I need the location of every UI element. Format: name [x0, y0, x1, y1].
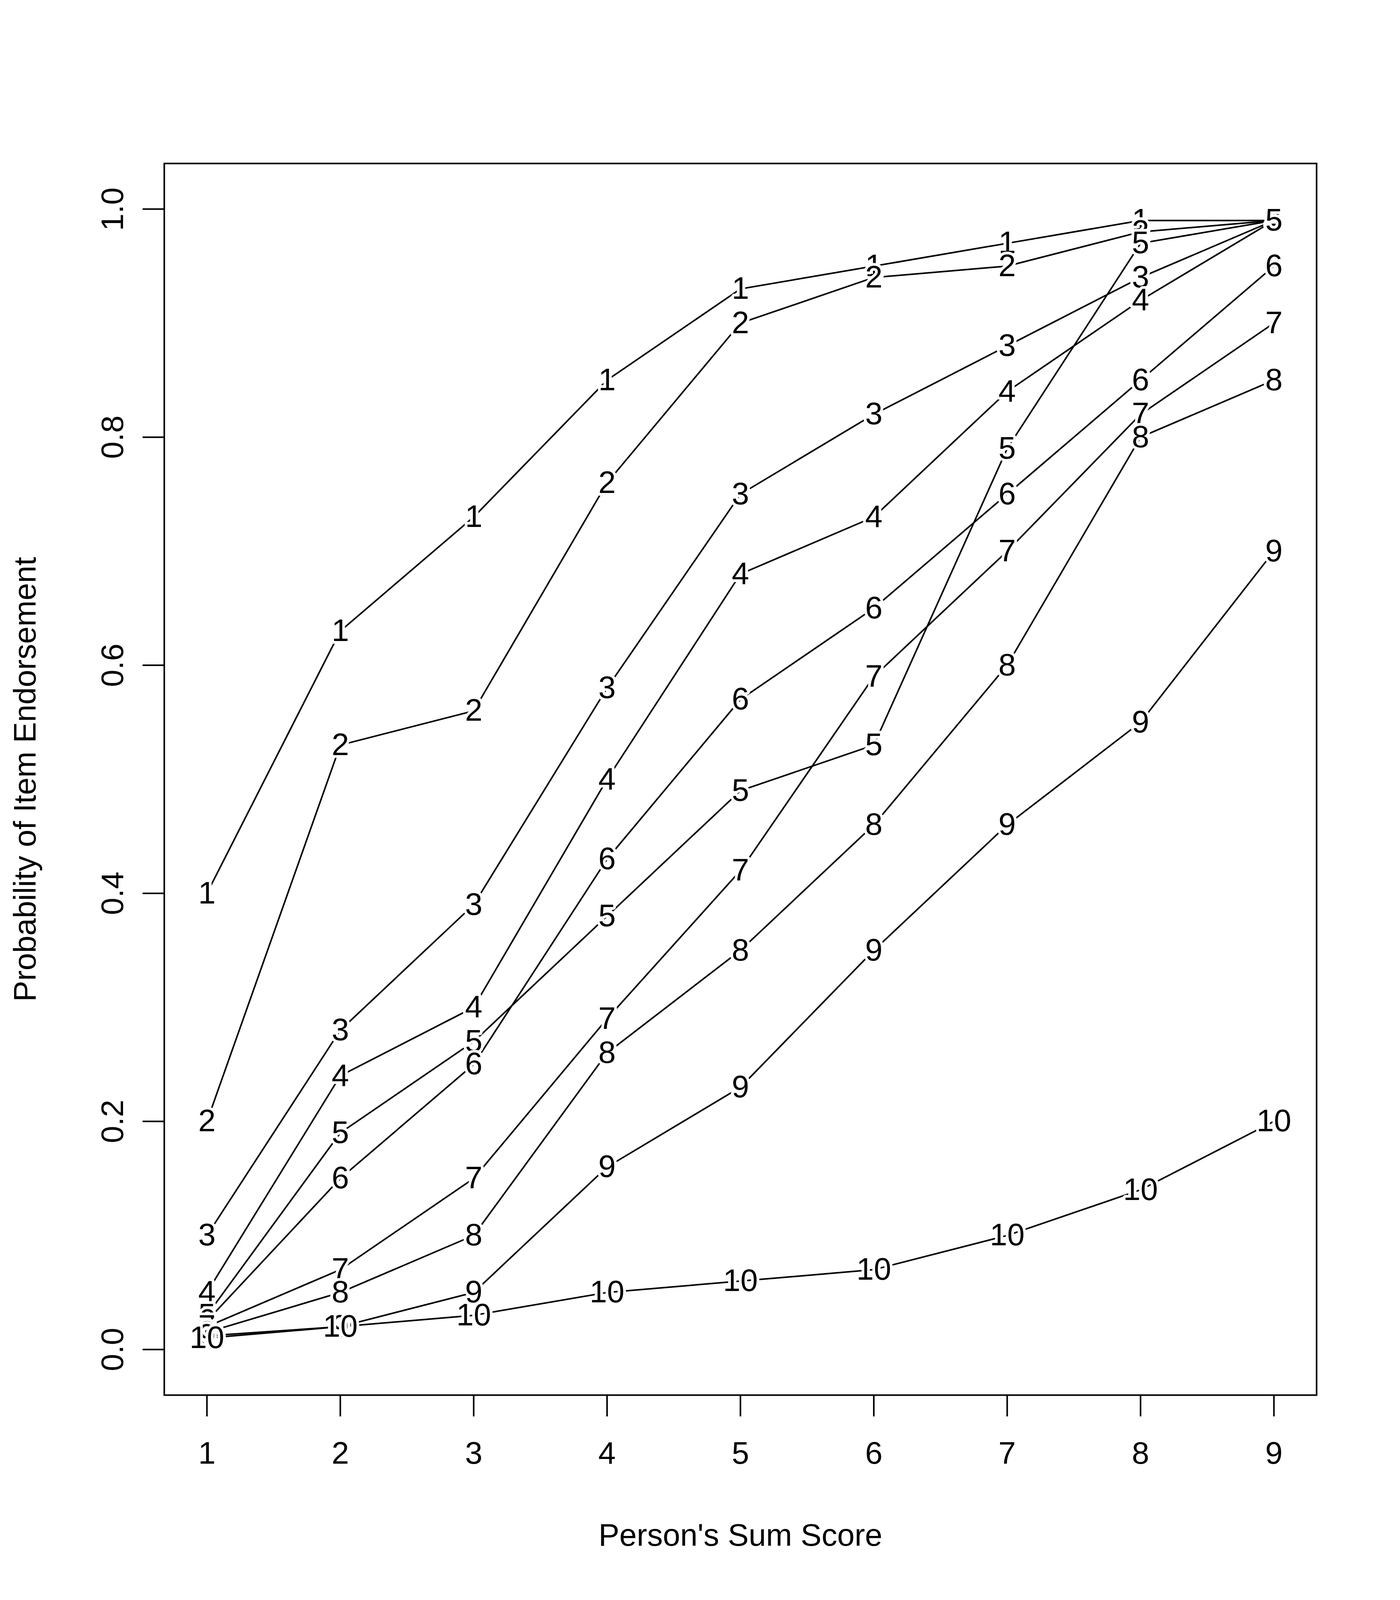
svg-text:1: 1 — [464, 498, 483, 534]
svg-text:9: 9 — [465, 1274, 483, 1310]
svg-text:1: 1 — [998, 225, 1016, 260]
svg-text:9: 9 — [865, 932, 883, 968]
svg-text:10: 10 — [589, 1274, 625, 1309]
svg-text:2: 2 — [1265, 202, 1283, 238]
svg-text:5: 5 — [1132, 225, 1150, 260]
svg-text:6: 6 — [1132, 362, 1150, 397]
svg-text:2: 2 — [731, 305, 750, 340]
svg-text:6: 6 — [865, 1435, 883, 1471]
svg-text:3: 3 — [331, 1012, 350, 1047]
svg-text:6: 6 — [1265, 248, 1283, 283]
svg-text:9: 9 — [1132, 704, 1150, 740]
svg-text:3: 3 — [464, 1435, 483, 1471]
svg-text:2: 2 — [331, 1435, 350, 1471]
svg-text:9: 9 — [598, 1148, 617, 1184]
svg-text:3: 3 — [731, 476, 750, 511]
svg-text:5: 5 — [865, 726, 883, 762]
svg-text:5: 5 — [998, 430, 1017, 466]
svg-text:6: 6 — [998, 476, 1017, 511]
svg-text:Person's Sum Score: Person's Sum Score — [598, 1517, 883, 1553]
svg-text:2: 2 — [198, 1103, 217, 1138]
svg-text:2: 2 — [865, 259, 883, 295]
svg-text:8: 8 — [598, 1034, 617, 1070]
svg-text:3: 3 — [464, 886, 483, 922]
svg-text:0.8: 0.8 — [94, 415, 130, 459]
svg-text:6: 6 — [331, 1160, 350, 1195]
svg-text:10: 10 — [856, 1251, 892, 1287]
svg-text:10: 10 — [323, 1308, 358, 1344]
svg-text:7: 7 — [598, 1000, 617, 1036]
svg-text:5: 5 — [598, 898, 617, 933]
svg-text:4: 4 — [598, 761, 617, 797]
svg-text:6: 6 — [598, 841, 617, 876]
svg-text:8: 8 — [331, 1274, 350, 1309]
svg-text:2: 2 — [331, 726, 350, 762]
svg-text:5: 5 — [1265, 202, 1283, 238]
svg-text:8: 8 — [865, 806, 883, 842]
svg-text:9: 9 — [1265, 533, 1283, 568]
svg-text:1: 1 — [331, 612, 350, 648]
svg-text:Probability of Item Endorsemen: Probability of Item Endorsement — [7, 557, 43, 1002]
svg-text:1: 1 — [731, 270, 750, 306]
svg-text:9: 9 — [731, 1069, 750, 1104]
svg-text:5: 5 — [331, 1114, 350, 1150]
svg-text:0.4: 0.4 — [94, 871, 130, 915]
svg-text:4: 4 — [1132, 282, 1150, 317]
svg-text:2: 2 — [998, 248, 1017, 283]
svg-text:3: 3 — [598, 669, 617, 705]
svg-text:4: 4 — [1265, 202, 1283, 238]
svg-text:8: 8 — [998, 647, 1017, 683]
svg-text:8: 8 — [1132, 1435, 1150, 1471]
svg-text:2: 2 — [464, 692, 483, 728]
svg-text:4: 4 — [331, 1057, 350, 1093]
svg-text:10: 10 — [456, 1297, 492, 1333]
svg-text:8: 8 — [1265, 362, 1283, 397]
svg-text:8: 8 — [731, 932, 750, 968]
svg-text:0.0: 0.0 — [94, 1327, 130, 1372]
svg-text:10: 10 — [1123, 1171, 1158, 1207]
svg-text:10: 10 — [1256, 1103, 1292, 1138]
svg-text:7: 7 — [331, 1251, 349, 1287]
svg-text:3: 3 — [1265, 202, 1283, 238]
svg-text:4: 4 — [731, 555, 750, 591]
svg-text:7: 7 — [1265, 305, 1283, 340]
svg-text:2: 2 — [598, 464, 617, 500]
svg-text:5: 5 — [731, 1435, 750, 1471]
svg-text:1: 1 — [598, 362, 617, 397]
svg-text:6: 6 — [865, 590, 883, 625]
svg-text:10: 10 — [989, 1217, 1025, 1252]
svg-text:10: 10 — [723, 1262, 758, 1298]
svg-text:0.2: 0.2 — [94, 1099, 130, 1143]
svg-text:8: 8 — [1132, 419, 1150, 454]
svg-text:3: 3 — [198, 1217, 217, 1252]
svg-text:7: 7 — [1131, 396, 1150, 432]
svg-text:4: 4 — [998, 373, 1017, 409]
svg-text:7: 7 — [865, 658, 883, 694]
svg-text:7: 7 — [731, 852, 750, 888]
svg-text:3: 3 — [1131, 259, 1150, 295]
svg-text:0.6: 0.6 — [94, 643, 130, 687]
svg-text:10: 10 — [189, 1319, 225, 1355]
svg-text:3: 3 — [998, 327, 1017, 363]
svg-text:4: 4 — [198, 1274, 216, 1310]
svg-text:7: 7 — [464, 1160, 483, 1195]
svg-text:1: 1 — [198, 875, 217, 911]
svg-text:4: 4 — [865, 498, 883, 534]
svg-text:4: 4 — [464, 989, 483, 1024]
svg-text:8: 8 — [464, 1217, 483, 1252]
svg-text:5: 5 — [465, 1023, 483, 1059]
svg-text:3: 3 — [865, 396, 883, 431]
svg-text:9: 9 — [1265, 1435, 1283, 1471]
svg-text:6: 6 — [731, 681, 750, 717]
svg-text:4: 4 — [598, 1435, 617, 1471]
svg-text:7: 7 — [998, 1435, 1017, 1471]
svg-text:5: 5 — [731, 772, 750, 808]
svg-text:1: 1 — [1265, 202, 1283, 238]
svg-text:7: 7 — [998, 533, 1017, 568]
svg-text:1: 1 — [198, 1435, 217, 1471]
svg-text:9: 9 — [998, 806, 1017, 842]
svg-text:1.0: 1.0 — [94, 187, 130, 231]
svg-text:6: 6 — [464, 1046, 483, 1081]
